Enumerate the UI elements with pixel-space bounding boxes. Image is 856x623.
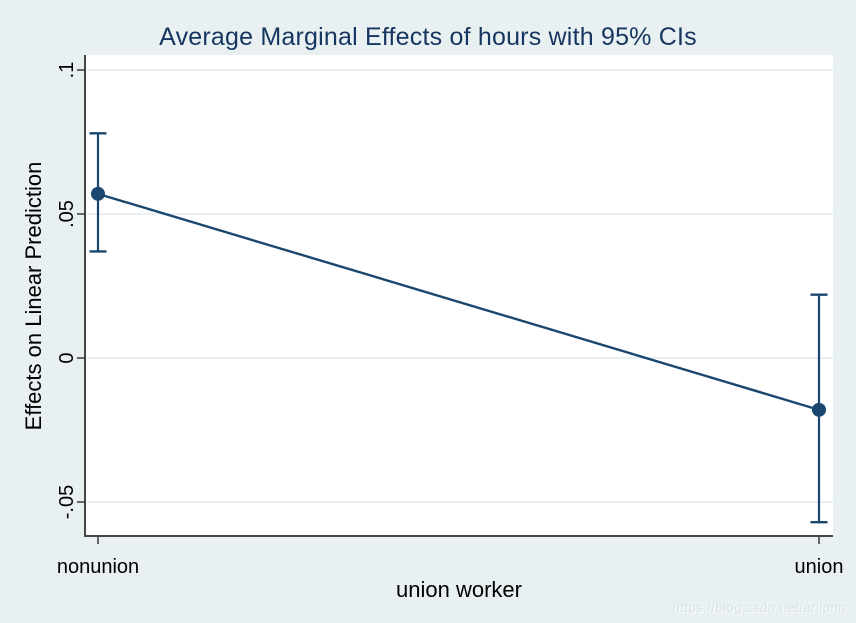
chart-title: Average Marginal Effects of hours with 9… xyxy=(159,23,697,51)
y-tick-label: 0 xyxy=(56,352,78,363)
data-point-marker xyxy=(91,186,105,201)
y-tick-label: .05 xyxy=(56,200,78,228)
y-tick-label: .1 xyxy=(56,62,78,79)
y-axis-title: Effects on Linear Prediction xyxy=(21,161,46,431)
x-axis-title: union worker xyxy=(396,577,522,602)
plot-area xyxy=(85,55,833,536)
data-point-marker xyxy=(812,402,826,417)
x-tick-label: nonunion xyxy=(57,556,139,578)
series-line xyxy=(97,192,820,411)
x-tick-label: union xyxy=(795,556,844,578)
y-tick-label: -.05 xyxy=(56,485,78,519)
watermark-text: https://blog.csdn.net/arlionn xyxy=(672,600,846,615)
